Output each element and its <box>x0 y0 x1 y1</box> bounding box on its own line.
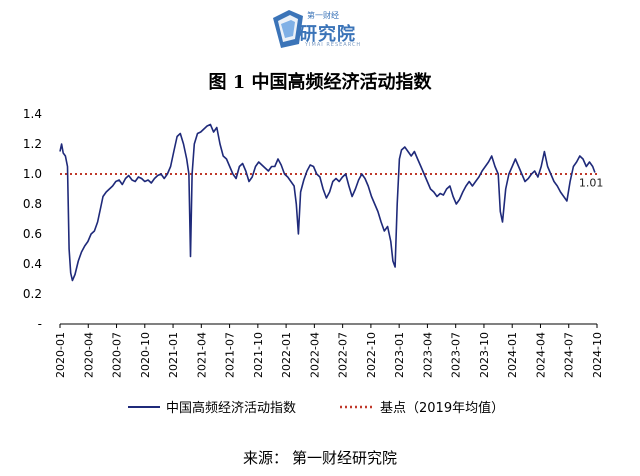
x-tick-label: 2023-01 <box>393 332 406 378</box>
x-tick-label: 2020-04 <box>82 332 95 378</box>
y-tick-label: 0.8 <box>23 197 42 211</box>
x-tick-label: 2024-01 <box>506 332 519 378</box>
x-tick-label: 2021-04 <box>195 332 208 378</box>
series-polyline <box>59 123 596 282</box>
legend: 中国高频经济活动指数 基点（2019年均值） <box>128 400 504 416</box>
chart-title: 图 1 中国高频经济活动指数 <box>208 72 432 93</box>
x-tick-label: 2022-01 <box>280 332 293 378</box>
x-tick-label: 2022-04 <box>308 332 321 378</box>
x-tick-label: 2023-04 <box>421 332 434 378</box>
logo-sub-text: YIMAI RESEARCH <box>305 42 362 48</box>
x-tick-label: 2021-07 <box>224 332 237 378</box>
x-tick-label: 2023-07 <box>450 332 463 378</box>
y-tick-label: 1.2 <box>23 137 42 151</box>
x-tick-label: 2024-10 <box>591 332 604 378</box>
logo-top-text: 第一财经 <box>307 11 339 20</box>
source-label: 来源： <box>242 449 288 467</box>
x-axis: 2020-01 2020-04 2020-07 2020-10 2021-01 2021-… <box>54 323 604 378</box>
y-axis: - 0.2 0.4 0.6 0.8 1.0 1.2 1.4 <box>23 107 42 331</box>
legend-series-label: 中国高频经济活动指数 <box>166 400 296 416</box>
y-tick-label: 0.2 <box>23 287 42 301</box>
x-tick-label: 2021-01 <box>167 332 180 378</box>
x-tick-label: 2020-10 <box>139 332 152 378</box>
y-tick-label: 1.4 <box>23 107 42 121</box>
x-tick-label: 2024-04 <box>534 332 547 378</box>
x-tick-label: 2024-07 <box>563 332 576 378</box>
source-value: 第一财经研究院 <box>292 449 398 467</box>
y-tick-label: 0.6 <box>23 227 42 241</box>
x-tick-label: 2020-07 <box>111 332 124 378</box>
y-tick-label: 1.0 <box>23 167 42 181</box>
end-value-label: 1.01 <box>579 177 604 190</box>
x-tick-label: 2022-10 <box>365 332 378 378</box>
logo-main-text: 研究院 <box>299 24 356 45</box>
logo: 第一财经 研究院 YIMAI RESEARCH <box>265 4 375 52</box>
x-tick-label: 2023-10 <box>478 332 491 378</box>
x-tick-label: 2022-07 <box>337 332 350 378</box>
logo-emblem-icon <box>273 10 303 48</box>
legend-baseline-label: 基点（2019年均值） <box>380 400 504 416</box>
source: 来源： 第一财经研究院 <box>0 447 640 468</box>
y-tick-label: - <box>38 317 42 331</box>
y-tick-label: 0.4 <box>23 257 42 271</box>
series-line: 1.01 <box>59 123 604 282</box>
x-tick-label: 2021-10 <box>252 332 265 378</box>
x-tick-label: 2020-01 <box>54 332 67 378</box>
